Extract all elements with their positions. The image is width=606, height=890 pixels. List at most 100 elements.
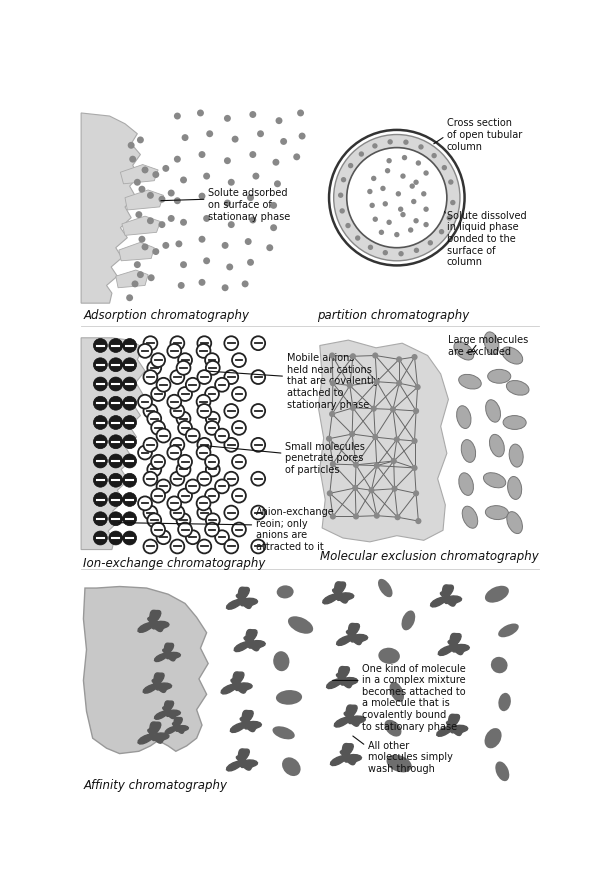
Circle shape [170,404,184,418]
Circle shape [411,354,418,360]
Ellipse shape [485,728,502,748]
Circle shape [162,165,169,172]
Circle shape [215,480,229,493]
Ellipse shape [508,476,522,499]
Circle shape [205,421,219,435]
Circle shape [186,530,200,544]
Ellipse shape [273,726,295,740]
Ellipse shape [507,512,522,534]
Circle shape [372,434,378,441]
Circle shape [382,201,388,206]
Circle shape [224,370,238,384]
Circle shape [338,192,344,198]
Text: partition chromatography: partition chromatography [318,310,470,322]
Ellipse shape [484,473,506,488]
Ellipse shape [462,506,478,529]
Circle shape [203,257,210,264]
Circle shape [421,191,427,197]
Circle shape [330,380,336,386]
Circle shape [170,336,184,350]
Ellipse shape [484,332,499,354]
Circle shape [447,215,452,221]
Circle shape [196,395,210,409]
Text: Small molecules
penetrate pores
of particles: Small molecules penetrate pores of parti… [285,441,365,475]
Circle shape [374,378,380,384]
Circle shape [391,458,397,464]
Polygon shape [138,611,169,632]
Polygon shape [138,722,169,744]
Circle shape [232,489,246,503]
Circle shape [330,514,336,520]
Circle shape [122,492,136,506]
Circle shape [249,216,256,223]
Circle shape [224,438,238,452]
Circle shape [176,463,190,476]
Circle shape [174,156,181,163]
Circle shape [180,261,187,268]
Polygon shape [323,582,354,603]
Circle shape [349,431,355,437]
Circle shape [232,455,246,469]
Circle shape [135,211,142,218]
Text: Adsorption chromatography: Adsorption chromatography [84,310,250,322]
Circle shape [276,117,282,124]
Circle shape [401,174,405,179]
Ellipse shape [378,648,400,664]
Circle shape [224,199,231,206]
Circle shape [224,115,231,122]
Circle shape [424,222,429,227]
Circle shape [122,358,136,372]
Circle shape [132,280,139,287]
Circle shape [144,336,158,350]
Circle shape [156,429,170,442]
Circle shape [416,160,421,166]
Circle shape [232,522,246,537]
Circle shape [186,480,200,493]
Circle shape [199,236,205,243]
Circle shape [137,136,144,143]
Circle shape [178,455,192,469]
Circle shape [215,378,229,392]
Circle shape [156,530,170,544]
Circle shape [411,438,418,444]
Circle shape [126,295,133,301]
Circle shape [372,143,378,149]
Circle shape [197,109,204,117]
Ellipse shape [461,440,476,463]
Circle shape [93,338,107,352]
Circle shape [355,235,361,240]
Circle shape [329,130,465,265]
Circle shape [122,512,136,526]
Circle shape [251,506,265,520]
Circle shape [151,387,165,400]
Circle shape [249,111,256,118]
Circle shape [170,438,184,452]
Circle shape [178,522,192,537]
Polygon shape [230,710,261,732]
Circle shape [144,472,158,486]
Circle shape [402,155,407,160]
Polygon shape [318,340,448,542]
Ellipse shape [402,611,415,630]
Circle shape [186,429,200,442]
Circle shape [224,539,238,554]
Polygon shape [327,667,358,689]
Text: One kind of molecule
in a complex mixture
becomes attached to
a molecule that is: One kind of molecule in a complex mixtur… [362,664,466,732]
Circle shape [151,353,165,367]
Polygon shape [155,643,181,661]
Circle shape [199,192,205,199]
Circle shape [251,336,265,350]
Circle shape [350,353,356,360]
Circle shape [122,416,136,430]
Polygon shape [337,623,368,645]
Circle shape [93,531,107,545]
Polygon shape [81,338,145,549]
Circle shape [293,153,300,160]
Circle shape [359,151,364,157]
Circle shape [122,338,136,352]
Circle shape [274,181,281,187]
Circle shape [222,242,228,249]
Circle shape [431,153,437,158]
Ellipse shape [491,657,508,673]
Circle shape [176,514,190,527]
